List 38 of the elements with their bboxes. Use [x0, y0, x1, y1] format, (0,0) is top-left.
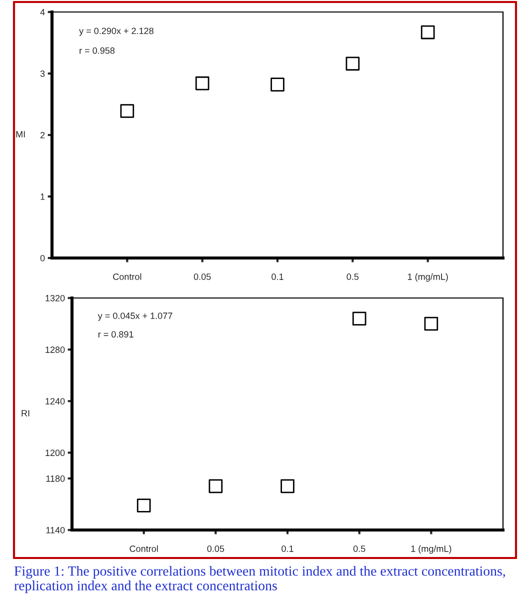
y-tick-label: 1: [40, 194, 45, 200]
point: [424, 316, 438, 331]
point: [136, 498, 151, 512]
x-tick-label: Control: [130, 545, 158, 552]
annotation: y = 0.290x + 2.128: [79, 28, 154, 36]
y-tick-label: 4: [40, 9, 45, 16]
y-tick-label: 1240: [46, 398, 65, 404]
annotation: y = 0.045x + 1.077: [98, 312, 172, 321]
y-tick-label: 1200: [46, 450, 65, 456]
caption: Figure 1: The positive correlations between mitotic index and the extract concentrations, replication index and the extract concentrations: [14, 566, 506, 594]
annotation: r = 0.958: [80, 47, 115, 54]
point: [352, 312, 366, 326]
x-tick-label: 1 (mg/mL): [411, 545, 452, 554]
x-tick-label: 0.1: [282, 546, 294, 552]
y-tick-label: 1140: [46, 526, 65, 534]
annotation: r = 0.891: [98, 331, 134, 338]
point: [208, 479, 223, 494]
x-tick-label: 0.5: [346, 274, 359, 280]
x-tick-label: 0.05: [194, 274, 211, 280]
y-axis-title: MI: [16, 131, 25, 138]
x-tick-label: 0.1: [272, 274, 284, 280]
y-tick-label: 2: [40, 132, 45, 138]
x-tick-label: Control: [113, 273, 142, 280]
x-tick-label: 1 (mg/mL): [408, 273, 448, 282]
point: [420, 25, 435, 40]
point: [346, 56, 360, 71]
point: [270, 78, 284, 92]
y-tick-label: 1180: [46, 475, 65, 482]
point: [195, 76, 210, 90]
x-tick-label: 0.5: [353, 546, 366, 552]
x-tick-label: 0.05: [207, 546, 224, 552]
y-tick-label: 1280: [46, 346, 65, 353]
y-axis-title: RI: [22, 410, 30, 416]
y-tick-label: 3: [40, 70, 45, 77]
point: [280, 479, 294, 494]
y-tick-label: 0: [40, 254, 45, 262]
y-tick-label: 1320: [46, 294, 65, 302]
point: [120, 104, 134, 118]
